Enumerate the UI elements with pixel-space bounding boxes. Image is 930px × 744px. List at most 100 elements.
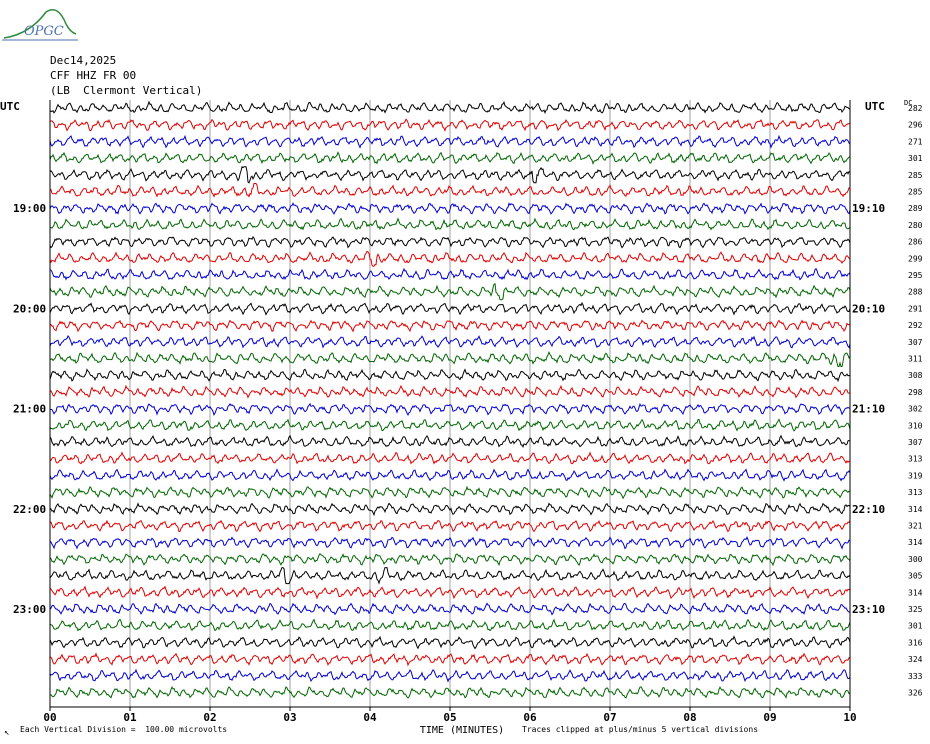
hour-label-right: 23:10 [852,603,885,616]
dc-value-label: 305 [908,572,923,581]
x-tick-label: 08 [683,711,696,724]
seismic-trace [49,451,851,465]
seismic-trace [49,319,851,333]
hour-label-right: 22:10 [852,503,885,516]
dc-value-label: 288 [908,288,923,297]
hour-label-right: 20:10 [852,302,885,315]
seismic-trace [49,301,851,316]
plot-frame [49,100,851,711]
dc-value-label: 298 [908,388,923,397]
x-tick-label: 00 [43,711,56,724]
seismic-trace [49,335,851,349]
seismic-trace [49,685,851,699]
seismic-trace [49,282,851,301]
dc-value-label: 314 [908,505,923,514]
seismic-trace [49,151,851,165]
x-tick-label: 09 [763,711,776,724]
dc-value-label: 325 [908,605,923,614]
seismic-trace [49,100,851,115]
dc-value-label: 299 [908,254,923,263]
seismic-trace [49,165,851,184]
dc-value-label: 300 [908,555,923,564]
seismic-trace [49,536,851,550]
seismic-trace [49,567,851,585]
dc-value-label: 307 [908,438,923,447]
dc-value-label: 333 [908,672,923,681]
seismic-trace [49,618,851,632]
dc-value-label: 280 [908,221,923,230]
x-tick-label: 04 [363,711,377,724]
x-tick-label: 03 [283,711,296,724]
utc-label-left: UTC [0,100,20,113]
x-tick-label: 02 [203,711,216,724]
seismic-trace [49,351,851,367]
dc-value-label: 282 [908,104,923,113]
dc-value-label: 321 [908,522,923,531]
dc-value-label: 289 [908,204,923,213]
x-axis-title: TIME (MINUTES) [420,725,504,736]
seismic-trace [49,368,851,383]
dc-value-label: 313 [908,488,923,497]
seismic-trace [49,502,851,517]
dc-value-label: 301 [908,154,923,163]
x-tick-label: 07 [603,711,616,724]
hour-label-right: 21:10 [852,403,885,416]
dc-value-label: 314 [908,588,923,597]
x-tick-label: 05 [443,711,456,724]
dc-value-label: 311 [908,355,923,364]
station-location: (LB Clermont Vertical) [50,84,203,97]
seismic-trace [49,602,851,616]
seismic-trace [49,668,851,683]
corner-mark: ↖ [4,728,10,738]
dc-value-label: 326 [908,689,923,698]
logo-mountain-icon [2,9,78,41]
seismic-trace [49,585,851,600]
seismic-trace [49,402,851,417]
seismic-trace [49,418,851,432]
seismic-trace [49,485,851,500]
dc-value-label: 313 [908,455,923,464]
dc-value-label: 285 [908,171,923,180]
dc-value-label: 295 [908,271,923,280]
seismic-trace [49,468,851,482]
dc-value-label: 310 [908,421,923,430]
seismic-trace [49,183,851,198]
chart-date: Dec14,2025 [50,54,117,67]
hour-label-left: 21:00 [13,403,46,416]
hour-label-left: 19:00 [13,202,46,215]
logo-text: OPGC [24,24,64,39]
scale-note: Each Vertical Division = 100.00 microvol… [20,725,228,734]
x-tick-label: 10 [843,711,856,724]
seismic-traces [49,100,851,699]
dc-value-label: 324 [908,655,923,664]
hour-label-left: 23:00 [13,603,46,616]
seismic-trace [49,134,851,149]
seismic-trace [49,250,851,267]
dc-value-label: 271 [908,137,923,146]
seismic-trace [49,635,851,650]
hour-label-left: 22:00 [13,503,46,516]
seismic-trace [49,384,851,399]
dc-value-label: 296 [908,121,923,130]
opgc-logo: OPGC [0,0,80,48]
seismic-trace [49,553,851,567]
seismic-trace [49,202,851,215]
seismic-trace [49,118,850,132]
dc-value-label: 285 [908,188,923,197]
hour-label-right: 19:10 [852,202,885,215]
dc-value-label: 307 [908,338,923,347]
dc-value-label: 292 [908,321,923,330]
dc-value-label: 308 [908,371,923,380]
dc-header: DC [904,99,912,107]
hour-label-left: 20:00 [13,302,46,315]
dc-value-label: 302 [908,405,923,414]
dc-value-label: 319 [908,471,923,480]
seismic-trace [49,519,851,533]
dc-value-label: 291 [908,304,923,313]
dc-value-label: 286 [908,238,923,247]
x-tick-label: 01 [123,711,137,724]
axis-labels: 282 296 271 301 285 285 289 280 286 299 295 288 291 2… [0,99,923,736]
seismic-trace [49,652,851,667]
dc-value-label: 316 [908,638,923,647]
